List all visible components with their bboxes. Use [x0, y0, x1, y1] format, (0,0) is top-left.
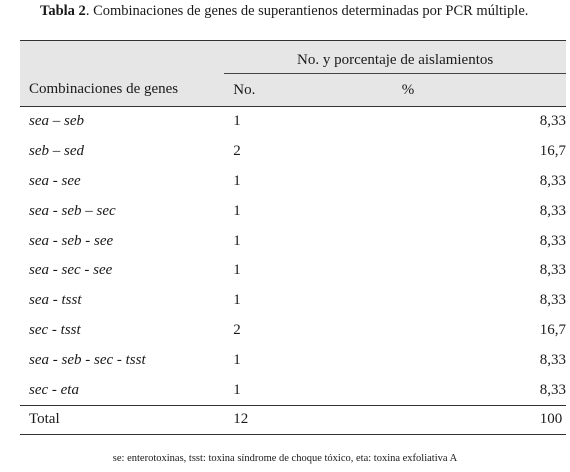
percent-cell: 16,7	[539, 143, 566, 160]
count-cell: 2	[233, 321, 241, 338]
table-caption: Tabla 2. Combinaciones de genes de super…	[40, 3, 570, 20]
count-cell: 1	[233, 113, 241, 130]
column-header-genes: Combinaciones de genes	[20, 73, 225, 107]
percent-cell: 8,33	[539, 351, 566, 368]
gene-combination: sea - tsst	[29, 292, 82, 309]
total-count: 12	[224, 404, 370, 435]
gene-combination: sec - eta	[29, 381, 79, 398]
gene-combination: sea - seb – sec	[29, 202, 116, 219]
count-cell: 1	[233, 202, 241, 219]
gene-combination: seb – sed	[29, 143, 84, 160]
table-row: sec - eta 1 8,33	[20, 375, 566, 405]
percent-cell: 8,33	[539, 172, 566, 189]
table-row: sea - seb - sec - tsst 1 8,33	[20, 345, 566, 375]
count-cell: 1	[233, 292, 241, 309]
table-row: sea - sec - see 1 8,33	[20, 256, 566, 286]
percent-cell: 16,7	[539, 321, 566, 338]
column-header-percent: %	[369, 73, 566, 107]
total-percent: 100	[369, 404, 566, 435]
table-row: sea - seb – sec 1 8,33	[20, 196, 566, 226]
table-row: seb – sed 2 16,7	[20, 137, 566, 167]
percent-cell: 8,33	[539, 381, 566, 398]
gene-combination: sea - see	[29, 172, 81, 189]
table-row: sea - see 1 8,33	[20, 167, 566, 197]
caption-label: Tabla 2	[40, 3, 86, 19]
table-footnote: se: enterotoxinas, tsst: toxina síndrome…	[112, 453, 458, 464]
table-row: sec - tsst 2 16,7	[20, 316, 566, 346]
table-header: No. y porcentaje de aislamientos Combina…	[20, 40, 566, 107]
gene-combination: sea – seb	[29, 113, 84, 130]
column-header-no: No.	[224, 73, 370, 107]
count-cell: 1	[233, 351, 241, 368]
results-table: No. y porcentaje de aislamientos Combina…	[20, 40, 566, 435]
percent-cell: 8,33	[539, 113, 566, 130]
group-header: No. y porcentaje de aislamientos	[224, 40, 566, 74]
table-row: sea - tsst 1 8,33	[20, 286, 566, 316]
percent-cell: 8,33	[539, 292, 566, 309]
count-cell: 2	[233, 143, 241, 160]
percent-cell: 8,33	[539, 262, 566, 279]
total-label: Total	[20, 404, 225, 435]
gene-combination: sea - seb - see	[29, 232, 114, 249]
count-cell: 1	[233, 381, 241, 398]
count-cell: 1	[233, 262, 241, 279]
percent-cell: 8,33	[539, 232, 566, 249]
gene-combination: sea - sec - see	[29, 262, 113, 279]
total-row: Total 12 100	[20, 404, 566, 435]
gene-combination: sec - tsst	[29, 321, 81, 338]
table-row: sea – seb 1 8,33	[20, 107, 566, 137]
gene-combination: sea - seb - sec - tsst	[29, 351, 146, 368]
table-row: sea - seb - see 1 8,33	[20, 226, 566, 256]
percent-cell: 8,33	[539, 202, 566, 219]
caption-text: . Combinaciones de genes de superantieno…	[85, 3, 529, 19]
count-cell: 1	[233, 232, 241, 249]
count-cell: 1	[233, 172, 241, 189]
